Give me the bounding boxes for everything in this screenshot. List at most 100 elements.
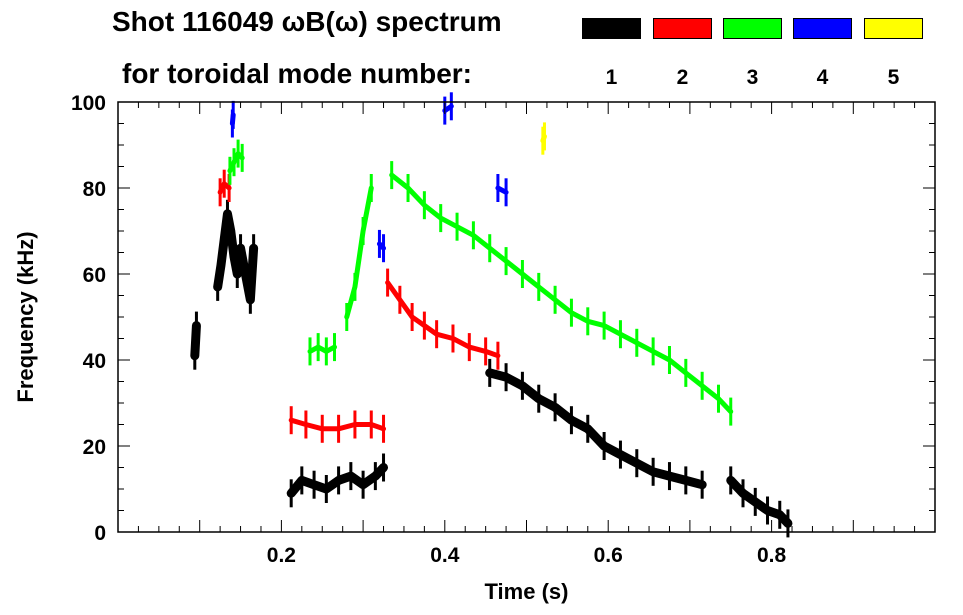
data-point [222, 169, 226, 198]
data-point [537, 272, 541, 301]
data-point [422, 191, 426, 220]
data-point [289, 406, 293, 435]
y-axis-title: Frequency (kHz) [13, 231, 38, 402]
data-point [635, 328, 639, 357]
data-point [382, 453, 386, 482]
data-point [337, 414, 341, 443]
data-point [716, 384, 720, 413]
data-point [635, 449, 639, 478]
data-point [667, 346, 671, 374]
data-point [194, 311, 198, 340]
data-point [218, 178, 222, 207]
data-point [496, 341, 500, 370]
data-point [231, 100, 235, 129]
legend-label-mode-4: 4 [816, 66, 829, 89]
data-point [361, 470, 365, 499]
legend-swatch-mode-1 [582, 18, 641, 39]
legend-swatch-mode-2 [653, 18, 712, 39]
data-point [382, 234, 386, 263]
data-point [667, 462, 671, 491]
data-point [235, 260, 239, 288]
data-point [377, 229, 381, 258]
data-point [386, 268, 390, 297]
data-point [569, 406, 573, 435]
legend-swatch-mode-4 [793, 18, 852, 39]
series-n=3 [227, 139, 734, 426]
data-point [753, 487, 757, 516]
x-tick-label: 0.8 [757, 544, 787, 567]
series-trace [385, 280, 501, 359]
data-point [248, 285, 252, 314]
data-point [239, 234, 243, 263]
data-point [240, 143, 244, 172]
data-point [289, 479, 293, 508]
data-point [219, 251, 223, 280]
data-point [520, 260, 524, 288]
data-point [308, 337, 312, 366]
data-point [300, 466, 304, 495]
legend-swatch-mode-5 [864, 18, 923, 39]
data-point [651, 457, 655, 486]
data-point [406, 174, 410, 202]
data-point [369, 174, 373, 202]
data-point [541, 126, 545, 155]
data-point [229, 217, 233, 245]
data-point [245, 268, 249, 297]
data-point [349, 462, 353, 491]
data-point [320, 414, 324, 443]
legend-label-mode-2: 2 [676, 66, 689, 89]
x-axis-title: Time (s) [485, 579, 569, 604]
data-point [786, 509, 790, 538]
data-point [602, 432, 606, 460]
data-point [618, 440, 622, 469]
y-tick-label: 80 [83, 178, 106, 201]
series-n=5 [540, 122, 547, 155]
data-point [504, 363, 508, 392]
data-point [353, 272, 357, 301]
data-point [700, 371, 704, 400]
series-trace [389, 172, 734, 415]
data-point [232, 242, 236, 271]
data-point [373, 462, 377, 491]
data-point [228, 156, 232, 185]
series-trace [307, 344, 338, 354]
series-trace [344, 185, 374, 320]
data-point [369, 410, 373, 439]
series-trace [227, 151, 245, 174]
data-point [684, 358, 688, 387]
data-point [382, 414, 386, 443]
chart-title-line2: for toroidal mode number: [122, 58, 472, 89]
data-point [602, 311, 606, 340]
data-point [729, 466, 733, 495]
data-point [700, 470, 704, 499]
data-point [553, 393, 557, 422]
data-point [361, 217, 365, 245]
data-point [435, 320, 439, 349]
y-tick-label: 20 [83, 436, 106, 459]
y-tick-label: 40 [83, 350, 106, 373]
data-point [778, 500, 782, 529]
data-point [398, 285, 402, 314]
data-point [618, 320, 622, 349]
data-point [337, 466, 341, 495]
data-point [324, 337, 328, 366]
data-point [345, 303, 349, 331]
data-point [390, 161, 394, 190]
data-point [227, 174, 231, 202]
legend-swatch-mode-3 [723, 18, 782, 39]
data-point [488, 234, 492, 263]
axis-ticks [118, 101, 935, 533]
data-point [312, 470, 316, 499]
data-point [236, 139, 240, 168]
plot-marks [190, 92, 793, 538]
data-point [455, 212, 459, 241]
data-point [316, 333, 320, 362]
data-point [729, 397, 733, 426]
data-point [684, 466, 688, 495]
data-point [537, 384, 541, 413]
chart-title-line1: Shot 116049 ωB(ω) spectrum [112, 6, 502, 37]
data-point [333, 333, 337, 362]
axis-labels: 0 20 40 60 80 100 0.2 0.4 0.6 0.8 [71, 92, 787, 567]
x-tick-label: 0.6 [594, 544, 623, 567]
